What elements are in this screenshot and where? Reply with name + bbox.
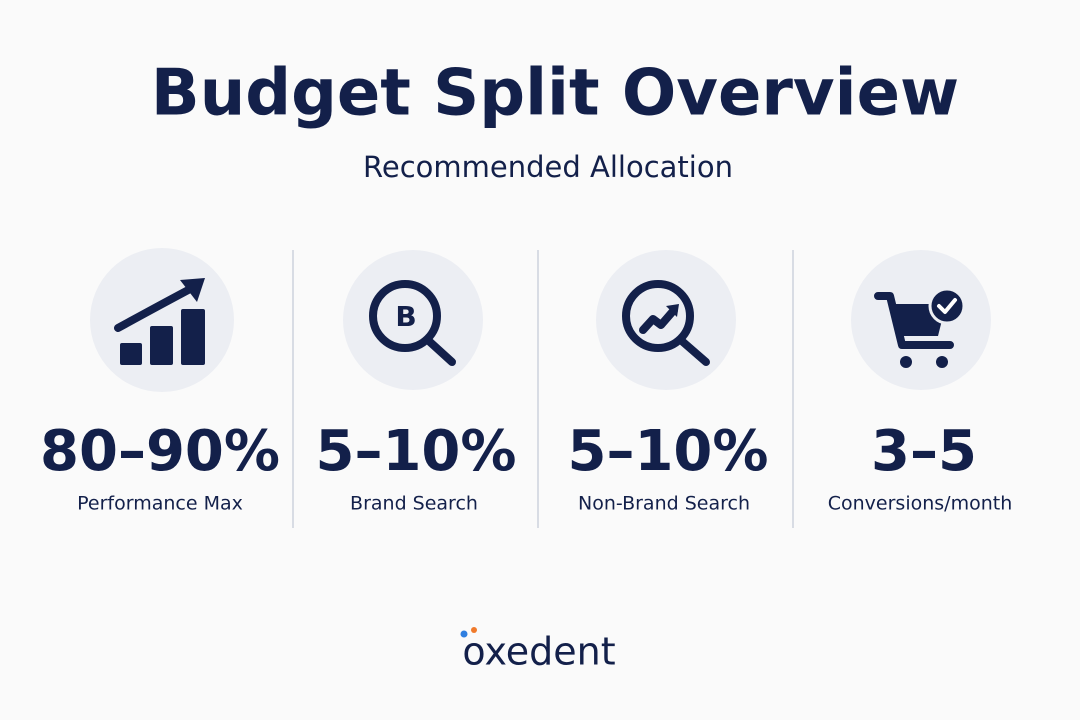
stat-value: 3–5 [871, 419, 977, 484]
logo-dot [471, 627, 477, 633]
icon-growth [90, 248, 234, 392]
stat-value: 5–10% [315, 419, 516, 484]
stat-label: Non-Brand Search [578, 493, 750, 515]
title: Budget Split Overview [151, 57, 959, 131]
logo-dot [460, 630, 468, 638]
subtitle: Recommended Allocation [363, 150, 733, 184]
logo: oxedent [460, 627, 616, 674]
stat-label: Brand Search [350, 493, 478, 515]
icon-cart [851, 250, 991, 390]
stat-value: 80–90% [40, 419, 280, 484]
stat-label: Conversions/month [828, 493, 1013, 515]
brand: oxedent [462, 630, 615, 674]
icon-letter: B [395, 300, 416, 333]
icon-brand-search: B [343, 250, 483, 390]
icon-nonbrand-search [596, 250, 736, 390]
stat-value: 5–10% [567, 419, 768, 484]
stat-label: Performance Max [77, 493, 243, 515]
